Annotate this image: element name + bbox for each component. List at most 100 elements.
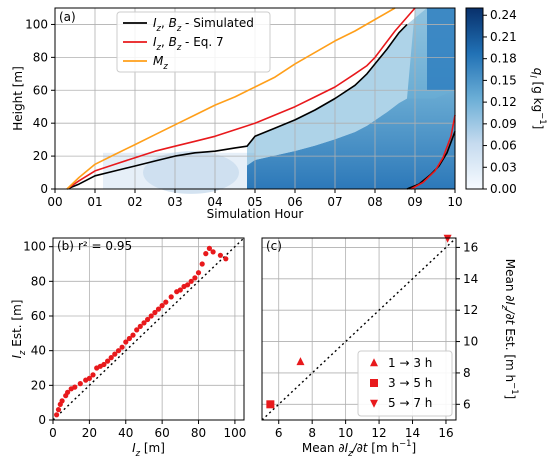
tick-label-x: 05	[247, 195, 262, 209]
data-point-b	[101, 361, 107, 368]
tick-label-x: 40	[118, 426, 133, 440]
tick-label-x: 8	[308, 426, 316, 440]
legend-box-c	[357, 350, 453, 417]
series-line-fog	[410, 114, 456, 190]
tick-label-y: 20	[33, 149, 48, 163]
legend-label: 3 → 5 h	[388, 376, 432, 390]
data-point-b	[185, 282, 191, 288]
data-point-b	[126, 335, 132, 342]
tick-label-x: 08	[367, 195, 382, 209]
x-axis-label-c: Mean ∂Iz/∂t [m h−1]	[302, 438, 416, 458]
tick-label-x: 00	[47, 195, 62, 209]
tick-label-x: 07	[327, 195, 342, 209]
y-axis-label-a: Height [m]	[11, 66, 25, 131]
plot-frame	[261, 237, 457, 421]
colorbar-tick-label: 0.03	[490, 160, 517, 174]
data-point-b	[141, 320, 147, 326]
tick-label-x: 10	[447, 195, 462, 209]
cloud-field-top	[427, 8, 455, 91]
plot-frame	[52, 237, 245, 421]
tick-label-y: 40	[33, 116, 48, 130]
tick-label-y: 12	[463, 303, 478, 317]
data-point-b	[123, 339, 129, 345]
tick-label-x: 02	[127, 195, 142, 209]
colorbar-tick-label: 0.09	[490, 117, 517, 131]
panel-label-a: (a)	[59, 10, 76, 24]
panel-label-b: (b)	[57, 239, 74, 253]
data-point-b	[203, 251, 209, 257]
x-axis-label-a: Simulation Hour	[207, 207, 304, 221]
tick-label-x: 60	[155, 426, 170, 440]
data-point-b	[152, 309, 158, 316]
legend-marker	[370, 379, 378, 387]
panel-label-c: (c)	[266, 239, 282, 253]
data-point-b	[134, 327, 140, 333]
cloud-field-medium	[143, 151, 239, 194]
series-line	[66, 7, 416, 190]
tick-label-x: 100	[223, 426, 246, 440]
data-point-b	[217, 252, 223, 258]
data-point-b	[159, 303, 165, 309]
legend-label: Iz, Bz - Eq. 7	[153, 35, 224, 52]
data-point-b	[168, 294, 174, 300]
data-point-b	[155, 306, 162, 312]
colorbar-tick-label: 0.00	[490, 182, 517, 196]
legend-box-a	[116, 11, 271, 73]
y-axis-label-c: Mean ∂Iz/∂t Est. [m h−1]	[500, 259, 520, 399]
tick-label-x: 16	[438, 426, 453, 440]
data-point-b	[119, 344, 125, 350]
legend-marker	[370, 358, 378, 367]
data-point-b	[177, 287, 183, 293]
one-to-one-line-b	[52, 237, 245, 421]
colorbar-tick-label: 0.21	[490, 30, 517, 44]
tick-label-y: 80	[33, 50, 48, 64]
tick-label-y: 100	[25, 17, 48, 31]
colorbar-tick-label: 0.24	[490, 8, 517, 22]
data-point-c	[443, 234, 452, 243]
x-axis-label-b: Iz [m]	[132, 441, 165, 458]
colorbar-label: ql [g kg−1]	[528, 68, 548, 130]
tick-label-x: 09	[407, 195, 422, 209]
data-point-b	[105, 358, 111, 364]
data-point-b	[188, 278, 194, 284]
tick-label-x: 80	[191, 426, 206, 440]
data-point-b	[210, 249, 216, 255]
plot-frame	[54, 7, 456, 190]
tick-label-x: 03	[167, 195, 182, 209]
data-point-b	[163, 299, 169, 305]
tick-label-y: 0	[38, 413, 46, 427]
tick-label-y: 60	[31, 309, 46, 323]
tick-label-x: 10	[338, 426, 353, 440]
tick-label-x: 01	[87, 195, 102, 209]
data-point-c	[296, 357, 305, 366]
tick-label-x: 14	[405, 426, 420, 440]
tick-label-x: 20	[82, 426, 97, 440]
legend-label: 5 → 7 h	[388, 396, 432, 410]
data-point-b	[148, 313, 154, 319]
data-point-b	[199, 261, 205, 267]
data-point-b	[223, 256, 229, 262]
series-line	[66, 7, 396, 190]
colorbar-tick-label: 0.06	[490, 139, 517, 153]
data-point-b	[86, 375, 92, 381]
data-point-b	[59, 398, 65, 404]
legend-label: 1 → 3 h	[388, 356, 432, 370]
tick-label-y: 20	[31, 378, 46, 392]
tick-label-y: 60	[33, 83, 48, 97]
cloud-field-dense	[247, 8, 455, 189]
tick-label-y: 16	[463, 240, 478, 254]
data-point-b	[90, 372, 96, 378]
tick-label-y: 40	[31, 344, 46, 358]
annotation-r2: r² = 0.95	[78, 239, 132, 253]
one-to-one-line-c	[261, 237, 457, 421]
tick-label-x: 04	[207, 195, 222, 209]
tick-label-y: 10	[463, 335, 478, 349]
cloud-field-edge	[247, 8, 455, 166]
tick-label-y: 8	[463, 366, 471, 380]
data-point-b	[130, 332, 136, 338]
colorbar-tick-label: 0.12	[490, 95, 517, 109]
data-point-b	[112, 351, 118, 357]
data-point-b	[115, 348, 122, 354]
